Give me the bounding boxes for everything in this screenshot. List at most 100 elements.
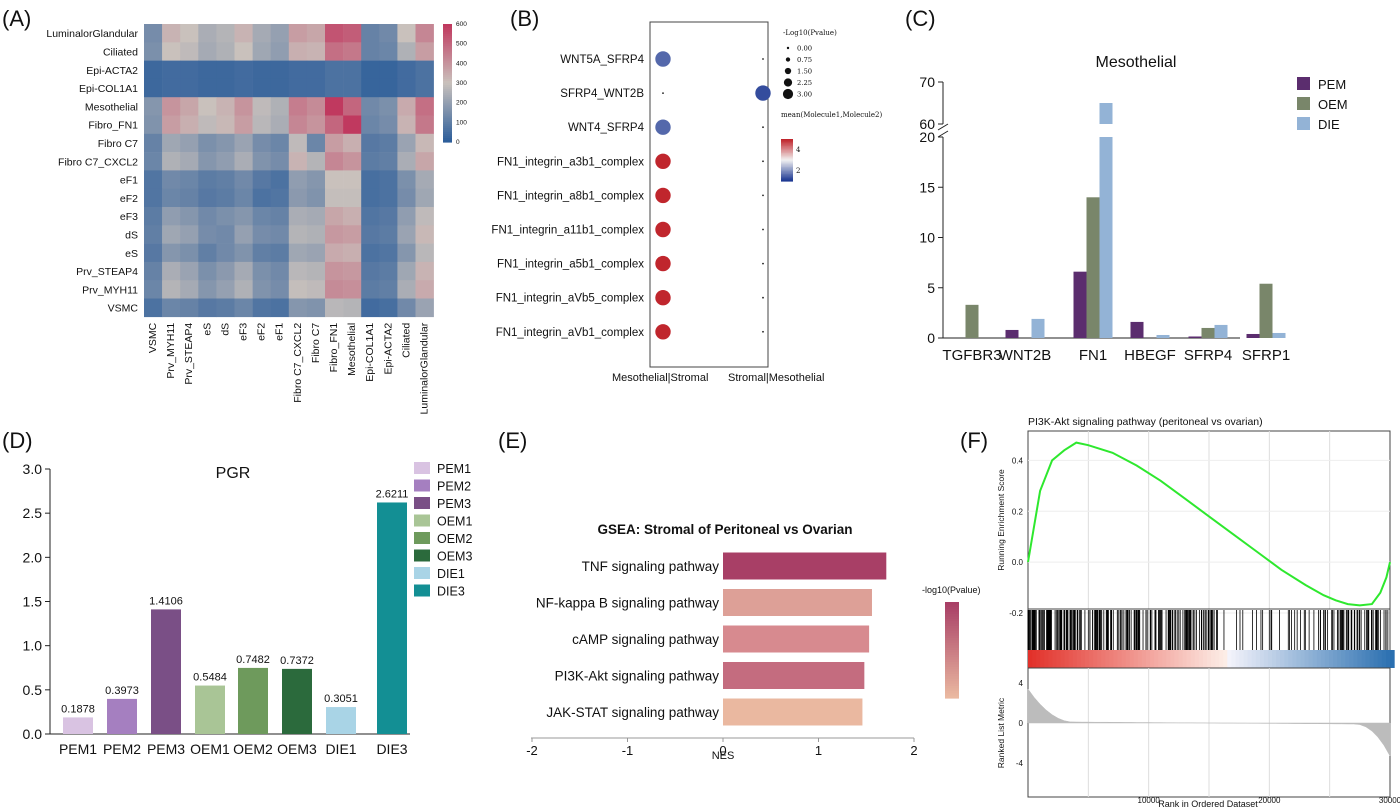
- heatmap-cell: [216, 133, 235, 153]
- heatmap-cell: [144, 243, 163, 263]
- heatmap-cell: [234, 42, 253, 61]
- panel-label-a: (A): [2, 6, 31, 31]
- f-gradient-cell: [1385, 650, 1391, 668]
- heatmap-cell: [234, 152, 253, 171]
- f-gradient-cell: [1064, 650, 1070, 668]
- colorbar-tick-label: 400: [456, 60, 467, 67]
- f-x-tick-label: 20000: [1258, 796, 1281, 805]
- colorbar-swatch: [443, 41, 452, 45]
- heatmap-row-label: VSMC: [108, 303, 139, 315]
- size-legend-dot: [782, 88, 794, 100]
- chart-f-title: PI3K-Akt signaling pathway (peritoneal v…: [1028, 416, 1263, 428]
- dotplot-point: [655, 119, 671, 135]
- heatmap-cell: [343, 188, 362, 208]
- e-colorbar-swatch: [945, 664, 959, 668]
- heatmap-cell: [144, 298, 163, 318]
- heatmap-cell: [397, 170, 416, 189]
- e-colorbar-title: -log10(Pvalue): [922, 585, 981, 595]
- f-gradient-cell: [1129, 650, 1135, 668]
- f-gradient-cell: [1097, 650, 1102, 668]
- c-y-tick-label: 5: [927, 280, 935, 296]
- dotplot-point: [655, 221, 671, 238]
- dotplot-pair-labels: WNT5A_SFRP4 SFRP4_WNT2B WNT4_SFRP4 FN1_inte…: [491, 54, 644, 339]
- colorbar-swatch: [443, 37, 452, 41]
- heatmap-cell: [162, 78, 181, 98]
- color-legend-tick: 2: [796, 167, 800, 175]
- heatmap-cell: [415, 243, 434, 263]
- heatmap-cell: [325, 170, 344, 189]
- dotplot-point: [762, 262, 764, 265]
- heatmap-cell: [415, 133, 434, 153]
- e-colorbar-swatch: [945, 611, 959, 615]
- f-gradient-cell: [1381, 650, 1387, 668]
- c-y-tick-label: 20: [919, 129, 935, 145]
- e-bar: [723, 552, 887, 580]
- chart-c-title: Mesothelial: [1096, 54, 1177, 71]
- d-value-label: 1.4106: [149, 595, 183, 607]
- f-gradient-cell: [1060, 650, 1066, 668]
- heatmap-cell: [361, 97, 380, 116]
- size-legend-title: -Log10(Pvalue): [783, 29, 837, 37]
- heatmap-cell: [216, 207, 235, 226]
- f-gradient-cell: [1333, 650, 1338, 668]
- heatmap-cell: [252, 207, 271, 226]
- c-bar: [1246, 333, 1260, 338]
- f-gradient-cell: [1084, 650, 1090, 668]
- c-category-label: WNT2B: [999, 347, 1052, 364]
- colorbar-swatch: [443, 138, 452, 141]
- dotplot-point: [662, 92, 664, 94]
- heatmap-cell: [397, 207, 416, 226]
- colorbar-swatch: [443, 65, 452, 68]
- f-es-tick-label: -0.2: [1009, 609, 1023, 618]
- e-colorbar-swatch: [945, 609, 959, 613]
- heatmap-cell: [270, 243, 290, 263]
- heatmap-cell: [162, 115, 181, 135]
- heatmap-cell: [325, 152, 344, 171]
- f-gradient-cell: [1349, 650, 1354, 668]
- heatmap-cell: [270, 152, 290, 171]
- colorbar-swatch: [443, 67, 452, 70]
- hit-barcode: [1027, 608, 1395, 669]
- colorbar-swatch: [443, 118, 452, 121]
- heatmap-cell: [234, 170, 253, 189]
- heatmap-cell: [306, 133, 326, 153]
- heatmap-cell: [216, 60, 235, 80]
- heatmap-cell: [288, 115, 308, 135]
- colorbar-swatch: [443, 49, 452, 53]
- heatmap-cell: [415, 225, 434, 244]
- colorbar-swatch: [443, 47, 452, 51]
- color-legend-tick: 4: [796, 146, 801, 154]
- d-legend-label: PEM3: [437, 497, 471, 511]
- c-category-label: SFRP1: [1242, 347, 1290, 364]
- f-gradient-cell: [1093, 650, 1098, 668]
- gsea-enrichment-panel: PI3K-Akt signaling pathway (peritoneal v…: [996, 416, 1400, 809]
- colorbar-swatch: [443, 104, 452, 108]
- dotplot-color-legend: mean(Molecule1,Molecule2) 2 4: [781, 111, 882, 182]
- heatmap-cell: [325, 225, 344, 244]
- e-pathway-label: TNF signaling pathway: [582, 559, 720, 574]
- heatmap-cell: [252, 115, 271, 135]
- color-legend-title: mean(Molecule1,Molecule2): [781, 111, 882, 119]
- colorbar-swatch: [443, 102, 452, 106]
- heatmap-cell: [361, 170, 380, 189]
- heatmap-cell: [379, 24, 398, 43]
- f-gradient-cell: [1223, 650, 1228, 668]
- color-legend-swatch: [781, 175, 793, 178]
- heatmap-cell: [252, 243, 271, 263]
- colorbar-swatch: [443, 92, 452, 96]
- heatmap-cell: [379, 298, 398, 318]
- heatmap-cell: [379, 42, 398, 61]
- heatmap-cell: [288, 24, 308, 43]
- heatmap-cell: [216, 298, 235, 318]
- pgr-bar-panel: PGR 0.0 0.5 1.0 1.5 2.0 2.5 3.0 PEM1 PEM2 PEM3 OEM…: [23, 461, 473, 757]
- f-gradient-cell: [1373, 650, 1379, 668]
- dotplot-pair-label: FN1_integrin_aVb1_complex: [496, 327, 645, 339]
- heatmap-cell: [379, 97, 398, 116]
- d-value-label: 0.7482: [236, 654, 270, 666]
- heatmap-cell: [343, 42, 362, 61]
- f-metric-tick-label: 4: [1019, 679, 1024, 688]
- f-gradient-cell: [1133, 650, 1139, 668]
- colorbar-swatch: [443, 88, 452, 92]
- heatmap-cell: [325, 78, 344, 98]
- colorbar-swatch: [443, 53, 452, 57]
